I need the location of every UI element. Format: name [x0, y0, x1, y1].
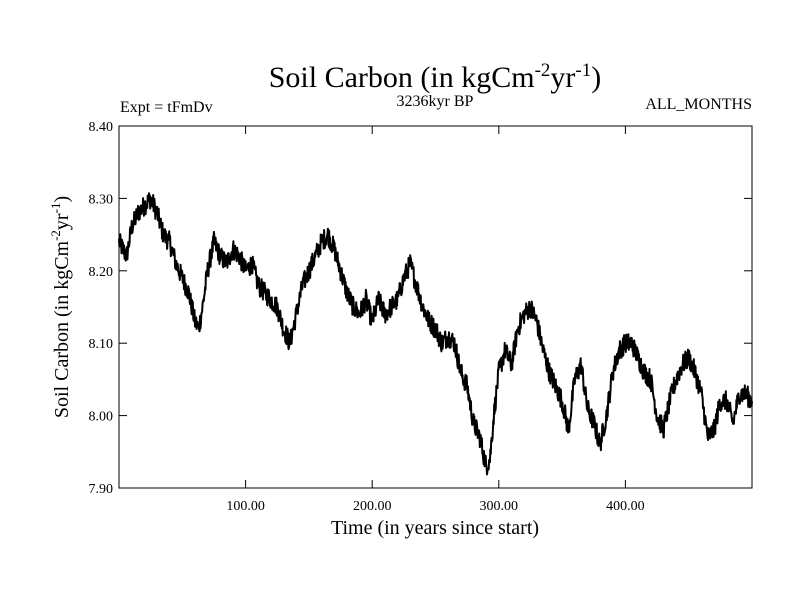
soil-carbon-series-line — [118, 192, 753, 476]
y-tick-label: 8.10 — [89, 337, 114, 352]
period-label: 3236kyr BP — [397, 93, 474, 110]
x-axis-label: Time (in years since start) — [331, 517, 539, 539]
expt-label: Expt = tFmDv — [120, 99, 213, 116]
x-tick-label: 100.00 — [226, 499, 265, 514]
months-label: ALL_MONTHS — [645, 96, 752, 113]
y-tick-label: 8.40 — [89, 120, 114, 135]
y-axis-label: Soil Carbon (in kgCm-2yr-1) — [48, 196, 73, 418]
x-tick-label: 400.00 — [606, 499, 645, 514]
x-tick-label: 200.00 — [353, 499, 392, 514]
axis-ticks — [119, 125, 752, 489]
plot-frame — [118, 125, 753, 489]
x-tick-label: 300.00 — [480, 499, 519, 514]
y-tick-label: 7.90 — [89, 482, 114, 497]
chart-title: Soil Carbon (in kgCm-2yr-1) — [269, 60, 602, 94]
y-tick-label: 8.30 — [89, 192, 114, 207]
y-tick-label: 8.20 — [89, 265, 114, 280]
tick-labels: 100.00 200.00 300.00 400.00 7.90 8.00 8.10 8.20… — [89, 120, 645, 514]
y-tick-label: 8.00 — [89, 410, 114, 425]
